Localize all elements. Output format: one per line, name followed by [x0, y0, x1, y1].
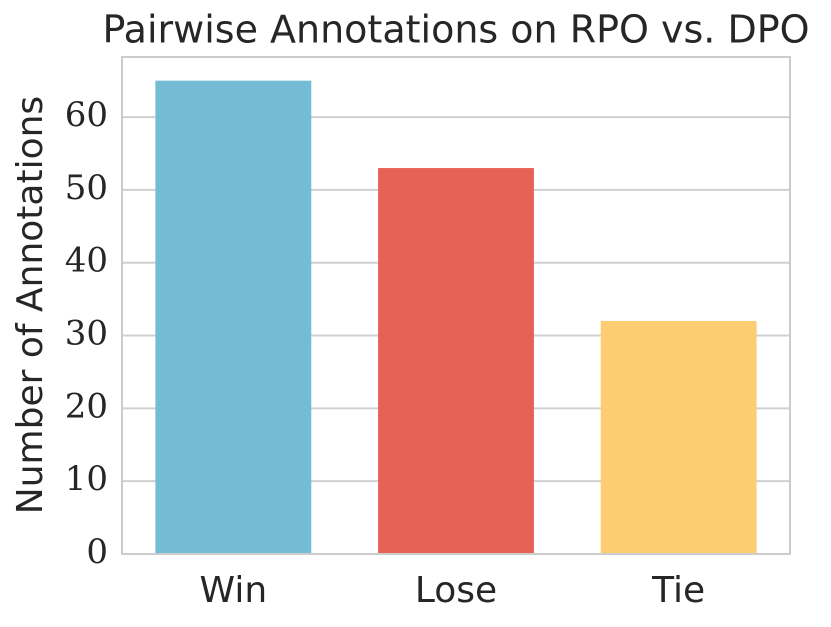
y-axis-label: Number of Annotations [10, 96, 51, 514]
y-tick-label: 50 [65, 168, 108, 208]
y-tick-label: 40 [65, 241, 108, 281]
x-tick-label: Lose [415, 570, 497, 611]
y-tick-label: 0 [86, 532, 108, 572]
y-tick-label: 10 [65, 459, 108, 499]
plot-frame [121, 56, 791, 555]
y-tick-label: 20 [65, 386, 108, 426]
x-tick-label: Tie [651, 570, 705, 611]
bar [600, 320, 757, 554]
x-tick-label: Win [200, 570, 268, 611]
y-tick-label: 30 [65, 314, 108, 354]
bar [155, 80, 312, 555]
bar [378, 168, 534, 555]
y-tick-label: 60 [65, 95, 108, 135]
chart-title: Pairwise Annotations on RPO vs. DPO [102, 8, 809, 52]
